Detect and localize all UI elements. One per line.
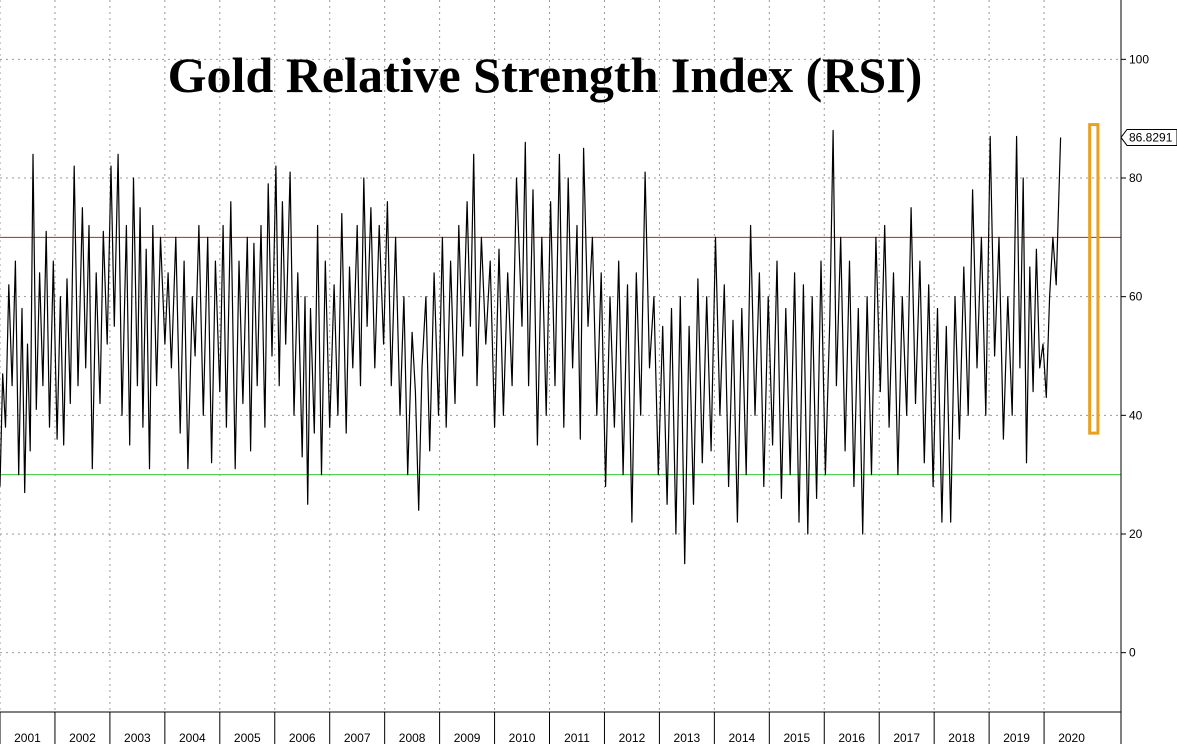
- last-value-badge-shape: [1120, 128, 1177, 146]
- x-tick-label: 2005: [234, 731, 261, 744]
- series-layer: [0, 129, 1062, 565]
- x-tick-label: 2020: [1058, 731, 1085, 744]
- chart-title: Gold Relative Strength Index (RSI): [168, 47, 923, 103]
- x-tick-label: 2013: [674, 731, 701, 744]
- x-tick-label: 2015: [783, 731, 810, 744]
- x-tick-label: 2018: [948, 731, 975, 744]
- x-tick-label: 2009: [454, 731, 481, 744]
- highlight-box: [1088, 123, 1100, 435]
- highlight-layer: [1088, 123, 1100, 435]
- y-tick-label: 0: [1129, 646, 1136, 660]
- last-value-label: 86.8291: [1129, 130, 1173, 144]
- x-tick-label: 2003: [124, 731, 151, 744]
- x-tick-label: 2010: [509, 731, 536, 744]
- x-tick-label: 2014: [728, 731, 755, 744]
- y-tick-label: 20: [1129, 527, 1143, 541]
- x-tick-label: 2007: [344, 731, 371, 744]
- y-tick-label: 100: [1129, 52, 1149, 66]
- y-tick-label: 40: [1129, 408, 1143, 422]
- x-tick-label: 2016: [838, 731, 865, 744]
- x-tick-label: 2017: [893, 731, 920, 744]
- x-tick-label: 2012: [619, 731, 646, 744]
- rsi-series-line: [0, 129, 1062, 565]
- grid-layer: [0, 0, 1121, 712]
- x-tick-label: 2019: [1003, 731, 1030, 744]
- y-tick-label: 60: [1129, 290, 1143, 304]
- x-tick-label: 2008: [399, 731, 426, 744]
- x-tick-label: 2006: [289, 731, 316, 744]
- x-tick-label: 2002: [69, 731, 96, 744]
- last-value-badge: 86.8291: [1120, 128, 1177, 146]
- x-tick-label: 2011: [564, 731, 590, 744]
- x-tick-label: 2001: [14, 731, 41, 744]
- y-tick-label: 80: [1129, 171, 1143, 185]
- x-tick-label: 2004: [179, 731, 206, 744]
